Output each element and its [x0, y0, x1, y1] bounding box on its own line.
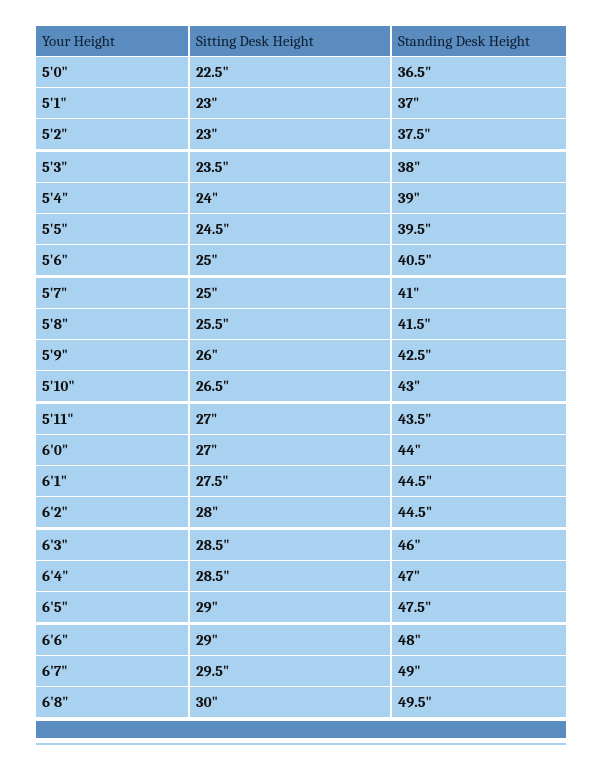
table-row: 6'8" 30" 49.5" — [36, 687, 566, 718]
table-row: 5'8" 25.5" 41.5" — [36, 309, 566, 340]
cell-your-height: 5'1" — [36, 88, 189, 119]
cell-standing: 47.5" — [391, 592, 566, 624]
cell-sitting: 27" — [189, 435, 391, 466]
cell-standing: 40.5" — [391, 245, 566, 277]
cell-sitting: 27" — [189, 403, 391, 435]
table-row: 6'7" 29.5" 49" — [36, 656, 566, 687]
cell-standing: 43" — [391, 371, 566, 403]
table-row: 6'1" 27.5" 44.5" — [36, 466, 566, 497]
table-row: 5'1" 23" 37" — [36, 88, 566, 119]
col-header-sitting: Sitting Desk Height — [189, 26, 391, 57]
footer-line — [36, 743, 566, 745]
cell-your-height: 6'4" — [36, 561, 189, 592]
cell-standing: 49" — [391, 656, 566, 687]
cell-sitting: 25.5" — [189, 309, 391, 340]
cell-standing: 39" — [391, 183, 566, 214]
cell-your-height: 5'11" — [36, 403, 189, 435]
cell-standing: 42.5" — [391, 340, 566, 371]
cell-your-height: 5'0" — [36, 57, 189, 88]
cell-sitting: 29" — [189, 624, 391, 656]
table-row: 6'6" 29" 48" — [36, 624, 566, 656]
cell-sitting: 26.5" — [189, 371, 391, 403]
page: Your Height Sitting Desk Height Standing… — [0, 0, 590, 771]
table-row: 5'6" 25" 40.5" — [36, 245, 566, 277]
cell-sitting: 24.5" — [189, 214, 391, 245]
table-row: 5'5" 24.5" 39.5" — [36, 214, 566, 245]
table-row: 6'5" 29" 47.5" — [36, 592, 566, 624]
cell-your-height: 6'7" — [36, 656, 189, 687]
table-row: 6'0" 27" 44" — [36, 435, 566, 466]
cell-sitting: 29" — [189, 592, 391, 624]
table-row: 6'3" 28.5" 46" — [36, 529, 566, 561]
cell-standing: 44.5" — [391, 497, 566, 529]
cell-standing: 37" — [391, 88, 566, 119]
cell-standing: 47" — [391, 561, 566, 592]
cell-sitting: 23" — [189, 119, 391, 151]
col-header-standing: Standing Desk Height — [391, 26, 566, 57]
cell-standing: 41.5" — [391, 309, 566, 340]
cell-standing: 36.5" — [391, 57, 566, 88]
cell-sitting: 24" — [189, 183, 391, 214]
cell-your-height: 5'2" — [36, 119, 189, 151]
cell-standing: 48" — [391, 624, 566, 656]
cell-sitting: 27.5" — [189, 466, 391, 497]
cell-standing: 39.5" — [391, 214, 566, 245]
cell-your-height: 6'1" — [36, 466, 189, 497]
desk-height-table: Your Height Sitting Desk Height Standing… — [36, 26, 566, 717]
table-row: 6'4" 28.5" 47" — [36, 561, 566, 592]
cell-your-height: 5'5" — [36, 214, 189, 245]
cell-your-height: 5'8" — [36, 309, 189, 340]
cell-sitting: 22.5" — [189, 57, 391, 88]
cell-sitting: 29.5" — [189, 656, 391, 687]
cell-your-height: 5'4" — [36, 183, 189, 214]
cell-sitting: 23.5" — [189, 151, 391, 183]
cell-standing: 49.5" — [391, 687, 566, 718]
table-row: 5'11" 27" 43.5" — [36, 403, 566, 435]
cell-your-height: 6'3" — [36, 529, 189, 561]
cell-standing: 37.5" — [391, 119, 566, 151]
cell-sitting: 25" — [189, 277, 391, 309]
table-header-row: Your Height Sitting Desk Height Standing… — [36, 26, 566, 57]
table-row: 5'4" 24" 39" — [36, 183, 566, 214]
table-row: 5'2" 23" 37.5" — [36, 119, 566, 151]
cell-your-height: 6'6" — [36, 624, 189, 656]
cell-sitting: 28" — [189, 497, 391, 529]
table-row: 5'3" 23.5" 38" — [36, 151, 566, 183]
cell-sitting: 23" — [189, 88, 391, 119]
table-row: 5'9" 26" 42.5" — [36, 340, 566, 371]
cell-your-height: 6'5" — [36, 592, 189, 624]
cell-your-height: 5'7" — [36, 277, 189, 309]
cell-sitting: 26" — [189, 340, 391, 371]
cell-your-height: 6'0" — [36, 435, 189, 466]
cell-your-height: 5'9" — [36, 340, 189, 371]
cell-your-height: 6'2" — [36, 497, 189, 529]
cell-your-height: 6'8" — [36, 687, 189, 718]
col-header-your-height: Your Height — [36, 26, 189, 57]
table-row: 5'10" 26.5" 43" — [36, 371, 566, 403]
cell-standing: 38" — [391, 151, 566, 183]
cell-sitting: 30" — [189, 687, 391, 718]
cell-standing: 43.5" — [391, 403, 566, 435]
cell-standing: 44.5" — [391, 466, 566, 497]
cell-sitting: 25" — [189, 245, 391, 277]
table-row: 6'2" 28" 44.5" — [36, 497, 566, 529]
table-row: 5'7" 25" 41" — [36, 277, 566, 309]
cell-sitting: 28.5" — [189, 529, 391, 561]
cell-your-height: 5'3" — [36, 151, 189, 183]
cell-standing: 46" — [391, 529, 566, 561]
cell-sitting: 28.5" — [189, 561, 391, 592]
cell-standing: 41" — [391, 277, 566, 309]
table-row: 5'0" 22.5" 36.5" — [36, 57, 566, 88]
cell-standing: 44" — [391, 435, 566, 466]
cell-your-height: 5'6" — [36, 245, 189, 277]
table-body: 5'0" 22.5" 36.5" 5'1" 23" 37" 5'2" 23" 3… — [36, 57, 566, 718]
footer-band — [36, 721, 566, 739]
cell-your-height: 5'10" — [36, 371, 189, 403]
